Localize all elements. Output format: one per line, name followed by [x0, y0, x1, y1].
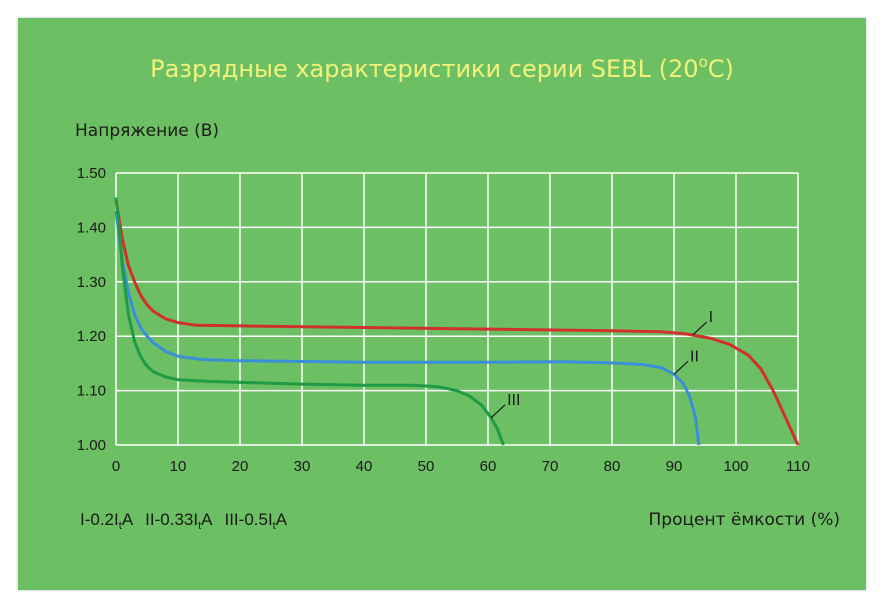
x-tick-label: 0: [112, 458, 120, 475]
y-axis-label: Напряжение (В): [75, 121, 219, 141]
annotation-label: II: [690, 348, 699, 365]
x-tick-label: 40: [356, 458, 373, 475]
annotation-leader: [673, 360, 689, 375]
legend-unit: A: [122, 510, 134, 529]
grid: [115, 172, 799, 446]
chart-title: Разрядные характеристики серии SEBL (20o…: [150, 53, 734, 83]
title-superscript: o: [699, 53, 708, 71]
x-axis-label: Процент ёмкости (%): [649, 510, 841, 530]
series-line-II: [114, 210, 701, 446]
annotation-leader: [692, 321, 708, 336]
y-tick-label: 1.20: [77, 328, 106, 345]
annotation-leader: [490, 404, 506, 419]
y-tick-label: 1.10: [77, 383, 106, 400]
x-tick-label: 10: [170, 458, 187, 475]
chart-panel: Разрядные характеристики серии SEBL (20o…: [18, 18, 866, 590]
legend-subscript: t: [119, 520, 122, 532]
y-tick-label: 1.40: [77, 219, 106, 236]
x-tick-label: 80: [604, 458, 621, 475]
x-tick-label: 30: [294, 458, 311, 475]
legend-item: I-0.2I: [80, 510, 119, 529]
legend-unit: A: [201, 510, 213, 529]
series-lines: [114, 197, 800, 446]
x-tick-label: 20: [232, 458, 249, 475]
legend-subscript: t: [198, 520, 201, 532]
annotation-label: I: [709, 309, 713, 326]
x-tick-label: 110: [786, 458, 810, 475]
legend-subscript: t: [273, 520, 276, 532]
y-tick-label: 1.50: [77, 165, 106, 182]
series-line-III: [114, 197, 505, 446]
x-tick-label: 100: [723, 458, 748, 475]
y-tick-labels: 1.00 1.10 1.20 1.30 1.40 1.50: [77, 165, 106, 454]
x-tick-label: 60: [480, 458, 497, 475]
y-tick-label: 1.00: [77, 437, 106, 454]
x-tick-label: 90: [666, 458, 683, 475]
legend: I-0.2ItA II-0.33ItA III-0.5ItA: [80, 510, 288, 532]
legend-item: II-0.33I: [145, 510, 198, 529]
y-tick-label: 1.30: [77, 274, 106, 291]
legend-item: III-0.5I: [224, 510, 272, 529]
series-line-I: [114, 199, 800, 446]
discharge-chart: Разрядные характеристики серии SEBL (20o…: [75, 53, 841, 532]
x-tick-labels: 0 10 20 30 40 50 60 70 80 90 100 110: [112, 458, 810, 475]
x-tick-label: 70: [542, 458, 559, 475]
x-tick-label: 50: [418, 458, 435, 475]
legend-unit: A: [276, 510, 288, 529]
annotation-label: III: [507, 392, 520, 409]
title-end: C): [708, 55, 734, 83]
